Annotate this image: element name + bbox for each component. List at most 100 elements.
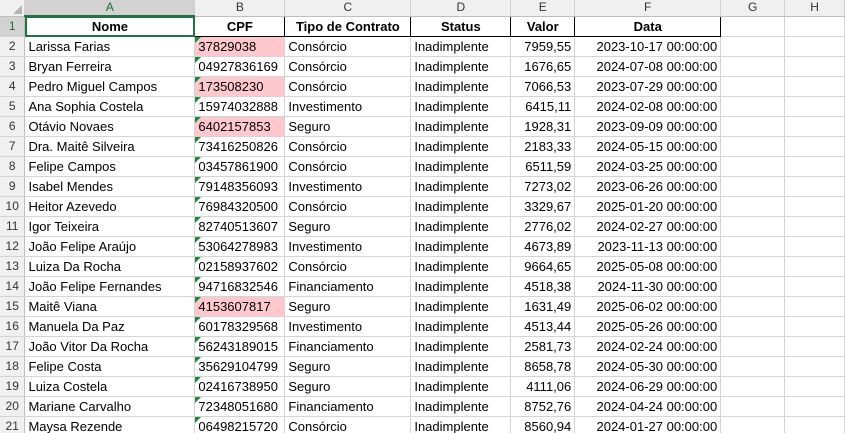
cell-valor[interactable]: 6415,11 (510, 96, 576, 117)
empty-cell[interactable] (720, 36, 786, 57)
cell-tipo[interactable]: Investimento (284, 316, 412, 337)
cell-data[interactable]: 2023-10-17 00:00:00 (574, 36, 722, 57)
empty-cell[interactable] (720, 16, 786, 37)
row-header[interactable]: 8 (0, 156, 26, 177)
cell-valor[interactable]: 2183,33 (510, 136, 576, 157)
cell-status[interactable]: Inadimplente (410, 236, 512, 257)
empty-cell[interactable] (784, 376, 845, 397)
cell-nome[interactable]: Luiza Costela (24, 376, 196, 397)
empty-cell[interactable] (784, 36, 845, 57)
cell-data[interactable]: 2024-05-30 00:00:00 (574, 356, 722, 377)
cell-tipo[interactable]: Consórcio (284, 416, 412, 433)
cell-status[interactable]: Inadimplente (410, 376, 512, 397)
empty-cell[interactable] (784, 16, 845, 37)
cell-data[interactable]: 2025-05-08 00:00:00 (574, 256, 722, 277)
row-header[interactable]: 14 (0, 276, 26, 297)
cell-valor[interactable]: 1631,49 (510, 296, 576, 317)
cell-cpf[interactable]: 60178329568 (194, 316, 286, 337)
cell-valor[interactable]: 3329,67 (510, 196, 576, 217)
row-header[interactable]: 12 (0, 236, 26, 257)
cell-data[interactable]: 2024-11-30 00:00:00 (574, 276, 722, 297)
cell-valor[interactable]: 2581,73 (510, 336, 576, 357)
column-header-f[interactable]: F (574, 0, 722, 17)
cell-tipo[interactable]: Consórcio (284, 256, 412, 277)
empty-cell[interactable] (720, 216, 786, 237)
empty-cell[interactable] (784, 396, 845, 417)
cell-tipo[interactable]: Consórcio (284, 196, 412, 217)
empty-cell[interactable] (784, 176, 845, 197)
empty-cell[interactable] (784, 156, 845, 177)
row-header[interactable]: 5 (0, 96, 26, 117)
cell-data[interactable]: 2025-01-20 00:00:00 (574, 196, 722, 217)
cell-valor[interactable]: 2776,02 (510, 216, 576, 237)
cell-tipo[interactable]: Financiamento (284, 276, 412, 297)
empty-cell[interactable] (720, 76, 786, 97)
column-header-h[interactable]: H (784, 0, 845, 17)
cell-cpf[interactable]: 04927836169 (194, 56, 286, 77)
cell-tipo[interactable]: Investimento (284, 96, 412, 117)
row-header[interactable]: 15 (0, 296, 26, 317)
cell-tipo[interactable]: Consórcio (284, 36, 412, 57)
cell-tipo[interactable]: Investimento (284, 236, 412, 257)
cell-cpf[interactable]: 02158937602 (194, 256, 286, 277)
cell-nome[interactable]: João Felipe Fernandes (24, 276, 196, 297)
cell-tipo[interactable]: Seguro (284, 116, 412, 137)
cell-valor[interactable]: 7959,55 (510, 36, 576, 57)
empty-cell[interactable] (784, 56, 845, 77)
cell-cpf[interactable]: 37829038 (194, 36, 286, 57)
empty-cell[interactable] (720, 56, 786, 77)
cell-cpf[interactable]: 56243189015 (194, 336, 286, 357)
empty-cell[interactable] (720, 356, 786, 377)
cell-tipo[interactable]: Seguro (284, 376, 412, 397)
cell-cpf[interactable]: 02416738950 (194, 376, 286, 397)
empty-cell[interactable] (784, 316, 845, 337)
cell-nome[interactable]: João Vitor Da Rocha (24, 336, 196, 357)
empty-cell[interactable] (720, 236, 786, 257)
cell-tipo[interactable]: Investimento (284, 176, 412, 197)
empty-cell[interactable] (784, 296, 845, 317)
empty-cell[interactable] (720, 396, 786, 417)
cell-status[interactable]: Inadimplente (410, 336, 512, 357)
cell-nome[interactable]: Felipe Costa (24, 356, 196, 377)
cell-status[interactable]: Inadimplente (410, 96, 512, 117)
cell-cpf[interactable]: 03457861900 (194, 156, 286, 177)
cell-tipo[interactable]: Seguro (284, 356, 412, 377)
cell-status[interactable]: Inadimplente (410, 216, 512, 237)
cell-data[interactable]: 2024-02-08 00:00:00 (574, 96, 722, 117)
cell-status[interactable]: Inadimplente (410, 196, 512, 217)
cell-status[interactable]: Inadimplente (410, 56, 512, 77)
cell-nome[interactable]: João Felipe Araújo (24, 236, 196, 257)
row-header[interactable]: 21 (0, 416, 26, 433)
cell-nome[interactable]: Larissa Farias (24, 36, 196, 57)
column-header-e[interactable]: E (510, 0, 576, 17)
column-header-a[interactable]: A (24, 0, 196, 17)
cell-valor[interactable]: 9664,65 (510, 256, 576, 277)
cell-status[interactable]: Inadimplente (410, 76, 512, 97)
cell-tipo[interactable]: Financiamento (284, 336, 412, 357)
cell-valor[interactable]: 4518,38 (510, 276, 576, 297)
header-cell-cpf[interactable]: CPF (194, 16, 286, 37)
cell-status[interactable]: Inadimplente (410, 416, 512, 433)
cell-valor[interactable]: 4111,06 (510, 376, 576, 397)
header-cell-valor[interactable]: Valor (510, 16, 576, 37)
empty-cell[interactable] (720, 96, 786, 117)
cell-data[interactable]: 2024-07-08 00:00:00 (574, 56, 722, 77)
empty-cell[interactable] (720, 316, 786, 337)
row-header[interactable]: 20 (0, 396, 26, 417)
cell-cpf[interactable]: 82740513607 (194, 216, 286, 237)
cell-valor[interactable]: 8560,94 (510, 416, 576, 433)
empty-cell[interactable] (720, 376, 786, 397)
row-header[interactable]: 16 (0, 316, 26, 337)
empty-cell[interactable] (720, 256, 786, 277)
cell-status[interactable]: Inadimplente (410, 296, 512, 317)
row-header[interactable]: 18 (0, 356, 26, 377)
cell-data[interactable]: 2023-06-26 00:00:00 (574, 176, 722, 197)
cell-status[interactable]: Inadimplente (410, 316, 512, 337)
header-cell-status[interactable]: Status (410, 16, 512, 37)
empty-cell[interactable] (784, 276, 845, 297)
cell-valor[interactable]: 1928,31 (510, 116, 576, 137)
row-header[interactable]: 9 (0, 176, 26, 197)
cell-nome[interactable]: Mariane Carvalho (24, 396, 196, 417)
cell-cpf[interactable]: 4153607817 (194, 296, 286, 317)
cell-tipo[interactable]: Consórcio (284, 56, 412, 77)
